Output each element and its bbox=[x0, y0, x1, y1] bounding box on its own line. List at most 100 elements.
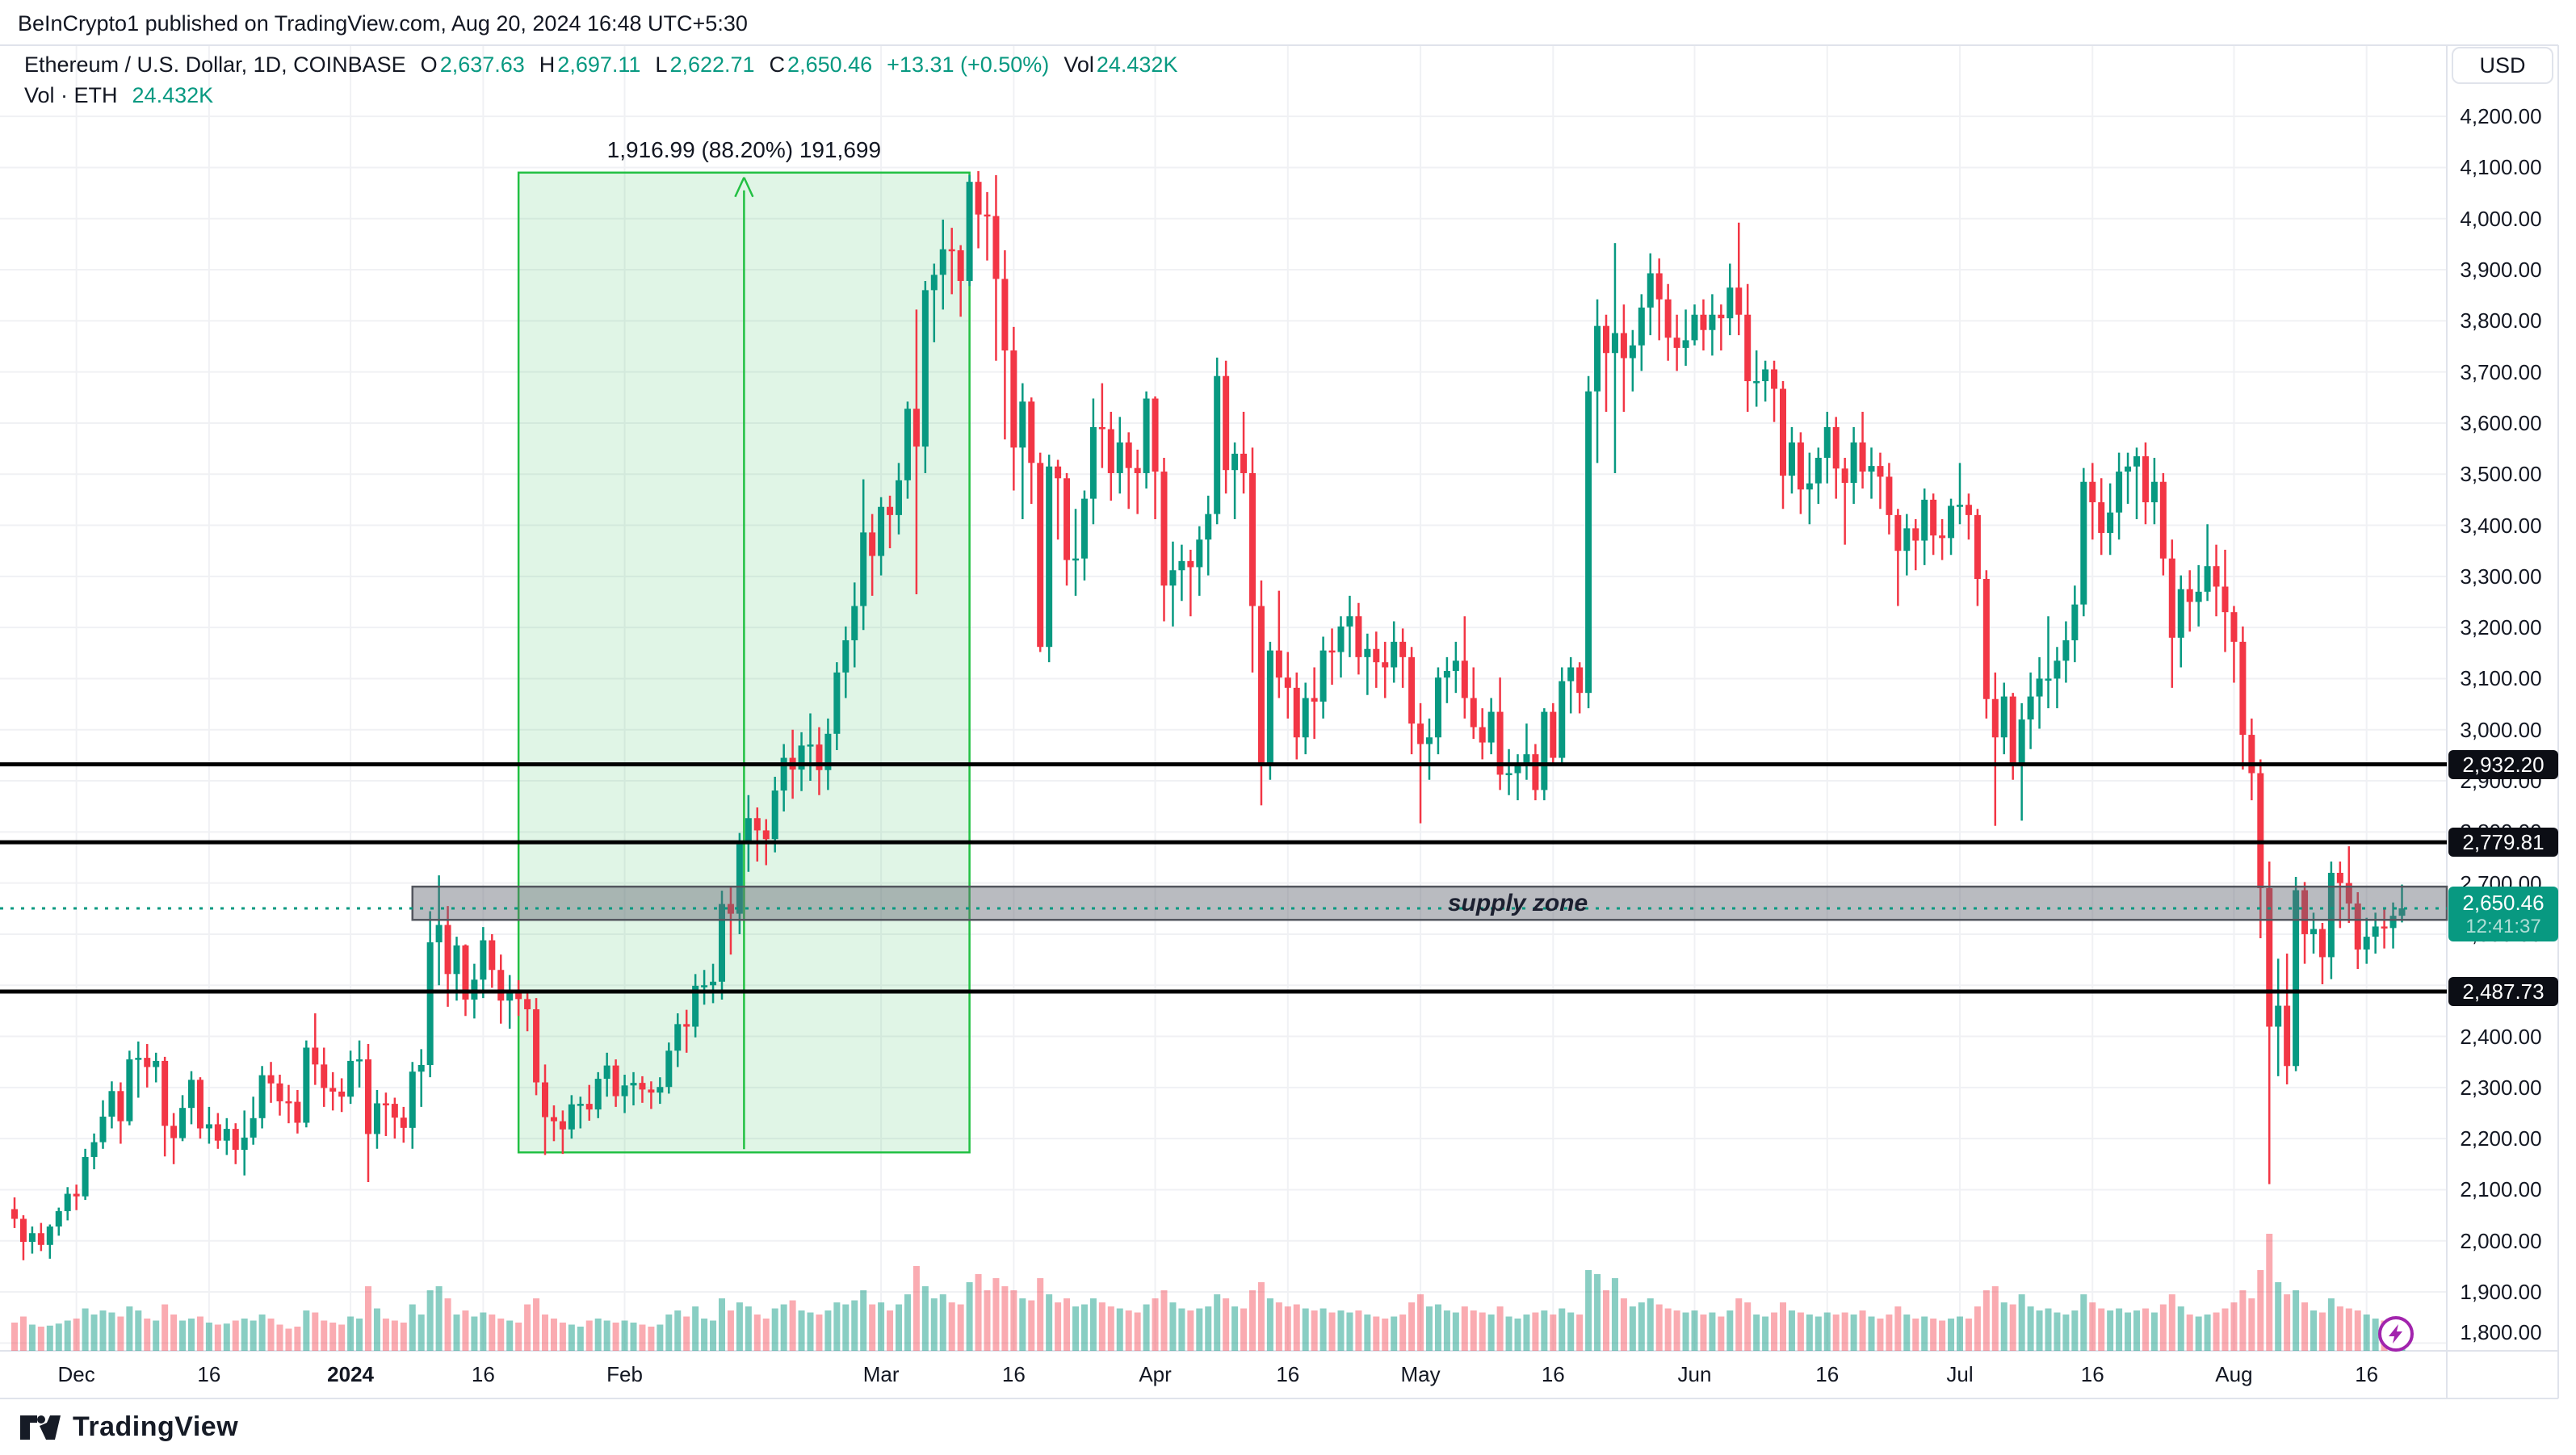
volume-bar bbox=[205, 1323, 212, 1351]
volume-bar bbox=[1098, 1302, 1105, 1351]
volume-bar bbox=[1223, 1298, 1230, 1351]
candle-body bbox=[188, 1080, 195, 1109]
symbol-title[interactable]: Ethereum / U.S. Dollar, 1D, COINBASE bbox=[24, 52, 406, 77]
price-tick-label: 2,000.00 bbox=[2460, 1228, 2542, 1253]
symbol-legend: Ethereum / U.S. Dollar, 1D, COINBASE O 2,… bbox=[24, 50, 1177, 79]
candle-body bbox=[2398, 908, 2406, 916]
candle-body bbox=[1877, 466, 1884, 477]
supply-zone-band[interactable] bbox=[411, 885, 2448, 921]
candle-body bbox=[1735, 287, 1743, 315]
volume-bar bbox=[1240, 1308, 1248, 1351]
volume-bar bbox=[321, 1320, 328, 1351]
volume-bar bbox=[585, 1320, 593, 1351]
currency-toggle-button[interactable]: USD bbox=[2452, 47, 2553, 84]
volume-bar bbox=[196, 1316, 203, 1351]
volume-bar bbox=[1257, 1282, 1265, 1351]
candle-body bbox=[1788, 442, 1795, 476]
volume-bar bbox=[824, 1310, 832, 1351]
volume-bar bbox=[1877, 1319, 1884, 1351]
candle-body bbox=[1691, 314, 1698, 341]
candle-body bbox=[913, 409, 920, 447]
candle-body bbox=[1823, 427, 1831, 458]
candle-body bbox=[426, 942, 434, 1065]
candle-body bbox=[674, 1024, 682, 1051]
candle-body bbox=[727, 904, 734, 914]
candle-body bbox=[1266, 650, 1273, 765]
volume-bar bbox=[851, 1300, 858, 1351]
volume-bar bbox=[683, 1316, 690, 1351]
volume-bar bbox=[2195, 1316, 2202, 1351]
volume-bar bbox=[462, 1310, 469, 1351]
volume-bar bbox=[762, 1319, 770, 1351]
volume-bar bbox=[833, 1302, 841, 1351]
candle-body bbox=[64, 1193, 71, 1212]
candle-body bbox=[939, 249, 946, 275]
candle-body bbox=[2000, 696, 2008, 738]
candle-body bbox=[1982, 579, 1990, 699]
tradingview-logo[interactable]: TradingView bbox=[19, 1411, 238, 1443]
volume-bar bbox=[921, 1286, 929, 1351]
volume-bar bbox=[789, 1300, 796, 1351]
volume-bar bbox=[28, 1324, 36, 1351]
volume-bar bbox=[2062, 1315, 2070, 1351]
volume-bar bbox=[745, 1306, 752, 1351]
candle-body bbox=[2221, 586, 2229, 613]
volume-bar bbox=[807, 1312, 814, 1351]
time-tick-label: 16 bbox=[1276, 1362, 1300, 1386]
candle-body bbox=[55, 1211, 62, 1227]
candle-body bbox=[1647, 273, 1654, 308]
volume-bar bbox=[1160, 1290, 1168, 1351]
candle-body bbox=[126, 1059, 133, 1122]
volume-bar bbox=[46, 1325, 53, 1351]
volume-bar bbox=[276, 1324, 283, 1351]
boost-button[interactable] bbox=[2377, 1315, 2414, 1352]
candle-body bbox=[1196, 539, 1203, 568]
volume-bar bbox=[188, 1319, 195, 1351]
candle-body bbox=[1603, 325, 1609, 354]
ohlc-high: H 2,697.11 bbox=[539, 52, 641, 77]
volume-bar bbox=[1523, 1315, 1530, 1351]
time-tick-label: Aug bbox=[2215, 1362, 2253, 1386]
candle-body bbox=[1479, 727, 1486, 743]
candle-body bbox=[1780, 388, 1786, 476]
volume-bar bbox=[913, 1266, 920, 1351]
price-tick-label: 3,800.00 bbox=[2460, 308, 2542, 333]
volume-series-title[interactable]: Vol · ETH bbox=[24, 83, 118, 107]
candle-body bbox=[409, 1071, 416, 1128]
candle-body bbox=[1700, 314, 1707, 330]
price-tick-label: 3,000.00 bbox=[2460, 717, 2542, 742]
candle-body bbox=[1974, 514, 1981, 580]
candle-body bbox=[2354, 903, 2361, 950]
volume-bar bbox=[1797, 1312, 1804, 1351]
candle-body bbox=[1293, 687, 1300, 738]
candle-body bbox=[1116, 442, 1123, 473]
price-range-label[interactable]: 1,916.99 (88.20%) 191,699 bbox=[606, 136, 882, 162]
candle-body bbox=[2036, 678, 2043, 697]
volume-bar bbox=[2275, 1282, 2282, 1351]
volume-bar bbox=[1072, 1306, 1079, 1351]
volume-bar bbox=[1249, 1290, 1256, 1351]
volume-bar bbox=[701, 1319, 708, 1351]
candle-body bbox=[887, 506, 894, 515]
volume-bar bbox=[294, 1327, 301, 1351]
candle-body bbox=[1532, 754, 1539, 790]
candle-body bbox=[365, 1059, 371, 1134]
candle-body bbox=[824, 733, 832, 770]
candle-body bbox=[869, 532, 876, 556]
volume-bar bbox=[665, 1315, 673, 1351]
volume-bar bbox=[1391, 1316, 1398, 1351]
supply-zone-label[interactable]: supply zone bbox=[1447, 889, 1588, 916]
volume-bar bbox=[1788, 1310, 1795, 1351]
candle-body bbox=[621, 1085, 628, 1096]
candle-body bbox=[267, 1075, 275, 1084]
volume-bar bbox=[630, 1323, 637, 1351]
volume-bar bbox=[1673, 1310, 1680, 1351]
level-price-badge: 2,487.73 bbox=[2448, 977, 2558, 1006]
candle-body bbox=[1664, 299, 1672, 338]
volume-bar bbox=[117, 1316, 124, 1351]
candle-body bbox=[1930, 499, 1937, 536]
candle-body bbox=[2186, 589, 2193, 602]
candle-body bbox=[1957, 505, 1963, 507]
